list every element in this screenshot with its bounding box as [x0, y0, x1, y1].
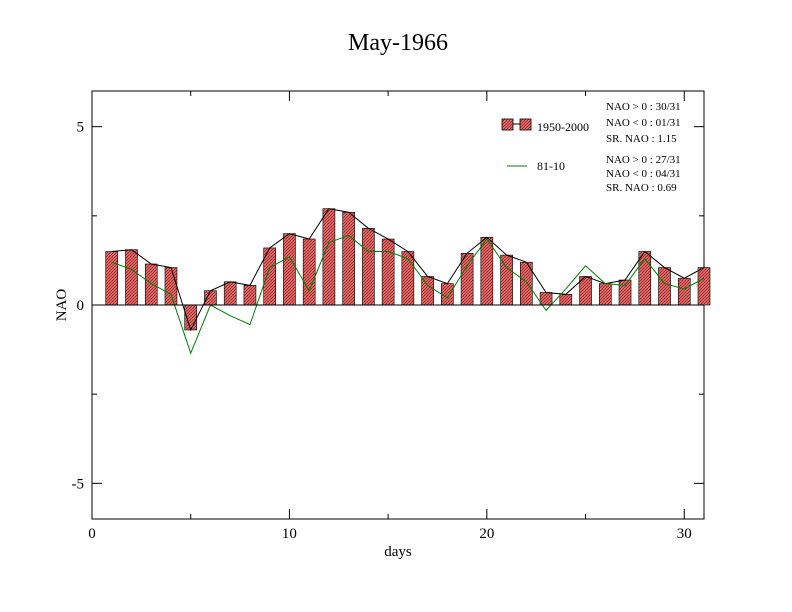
stats-block: NAO > 0 : 30/31 NAO < 0 : 01/31 SR. NAO … — [606, 101, 681, 194]
x-tick-label-20: 20 — [479, 526, 494, 542]
bar-day-26 — [598, 283, 612, 306]
bar-day-14 — [362, 228, 375, 306]
stats-1950-2000-sr-nao: SR. NAO : 1.15 — [606, 133, 677, 145]
x-tick-label-10: 10 — [282, 526, 297, 542]
legend-entry-81-10: 81-10 — [507, 159, 565, 173]
bar-day-2 — [125, 249, 138, 306]
y-tick-label-5: 5 — [77, 120, 85, 136]
stats-81-10-nao-positive: NAO > 0 : 27/31 — [606, 154, 681, 166]
bar-day-8 — [243, 285, 257, 306]
bar-day-30 — [677, 277, 691, 306]
bar-day-10 — [283, 233, 296, 306]
bar-day-7 — [223, 281, 237, 306]
bar-day-20 — [480, 236, 494, 306]
bar-day-6 — [204, 290, 217, 306]
bar-day-18 — [441, 283, 454, 306]
legend-entry-1950-2000: 1950-2000 — [501, 118, 589, 134]
legend-swatch-bar-1 — [501, 118, 514, 131]
bar-day-19 — [460, 252, 474, 306]
bar-day-15 — [381, 238, 395, 306]
bar-day-29 — [658, 267, 671, 306]
stats-1950-2000-nao-positive: NAO > 0 : 30/31 — [606, 101, 681, 113]
x-tick-label-0: 0 — [88, 526, 96, 542]
bar-day-13 — [342, 211, 355, 306]
legend: 1950-2000 81-10 — [501, 118, 589, 173]
bar-day-12 — [322, 208, 336, 306]
axes: 0 10 20 30 -5 0 5 — [72, 91, 704, 542]
y-tick-label--5: -5 — [72, 476, 85, 492]
bar-day-16 — [401, 251, 415, 306]
bar-day-23 — [539, 292, 553, 306]
y-tick-label-0: 0 — [77, 298, 85, 314]
legend-label-81-10: 81-10 — [537, 159, 565, 173]
bar-day-28 — [638, 251, 652, 306]
stats-81-10-sr-nao: SR. NAO : 0.69 — [606, 182, 677, 194]
bar-series-1950-2000 — [105, 208, 711, 331]
bar-day-24 — [559, 293, 573, 306]
x-axis-label: days — [384, 544, 412, 560]
bar-day-27 — [618, 279, 632, 306]
y-axis-label: NAO — [54, 289, 70, 322]
legend-swatch-bar-2 — [519, 118, 532, 131]
stats-81-10-nao-negative: NAO < 0 : 04/31 — [606, 168, 681, 180]
bar-day-1 — [105, 251, 119, 306]
bar-day-31 — [697, 267, 711, 306]
bar-day-17 — [421, 276, 434, 306]
bar-day-21 — [500, 254, 513, 306]
chart-title: May-1966 — [348, 30, 448, 56]
legend-label-1950-2000: 1950-2000 — [537, 120, 589, 134]
bar-day-4 — [164, 267, 178, 306]
stats-1950-2000-nao-negative: NAO < 0 : 01/31 — [606, 117, 681, 129]
bar-day-11 — [302, 238, 316, 306]
bar-day-3 — [144, 263, 158, 306]
x-tick-label-30: 30 — [677, 526, 692, 542]
